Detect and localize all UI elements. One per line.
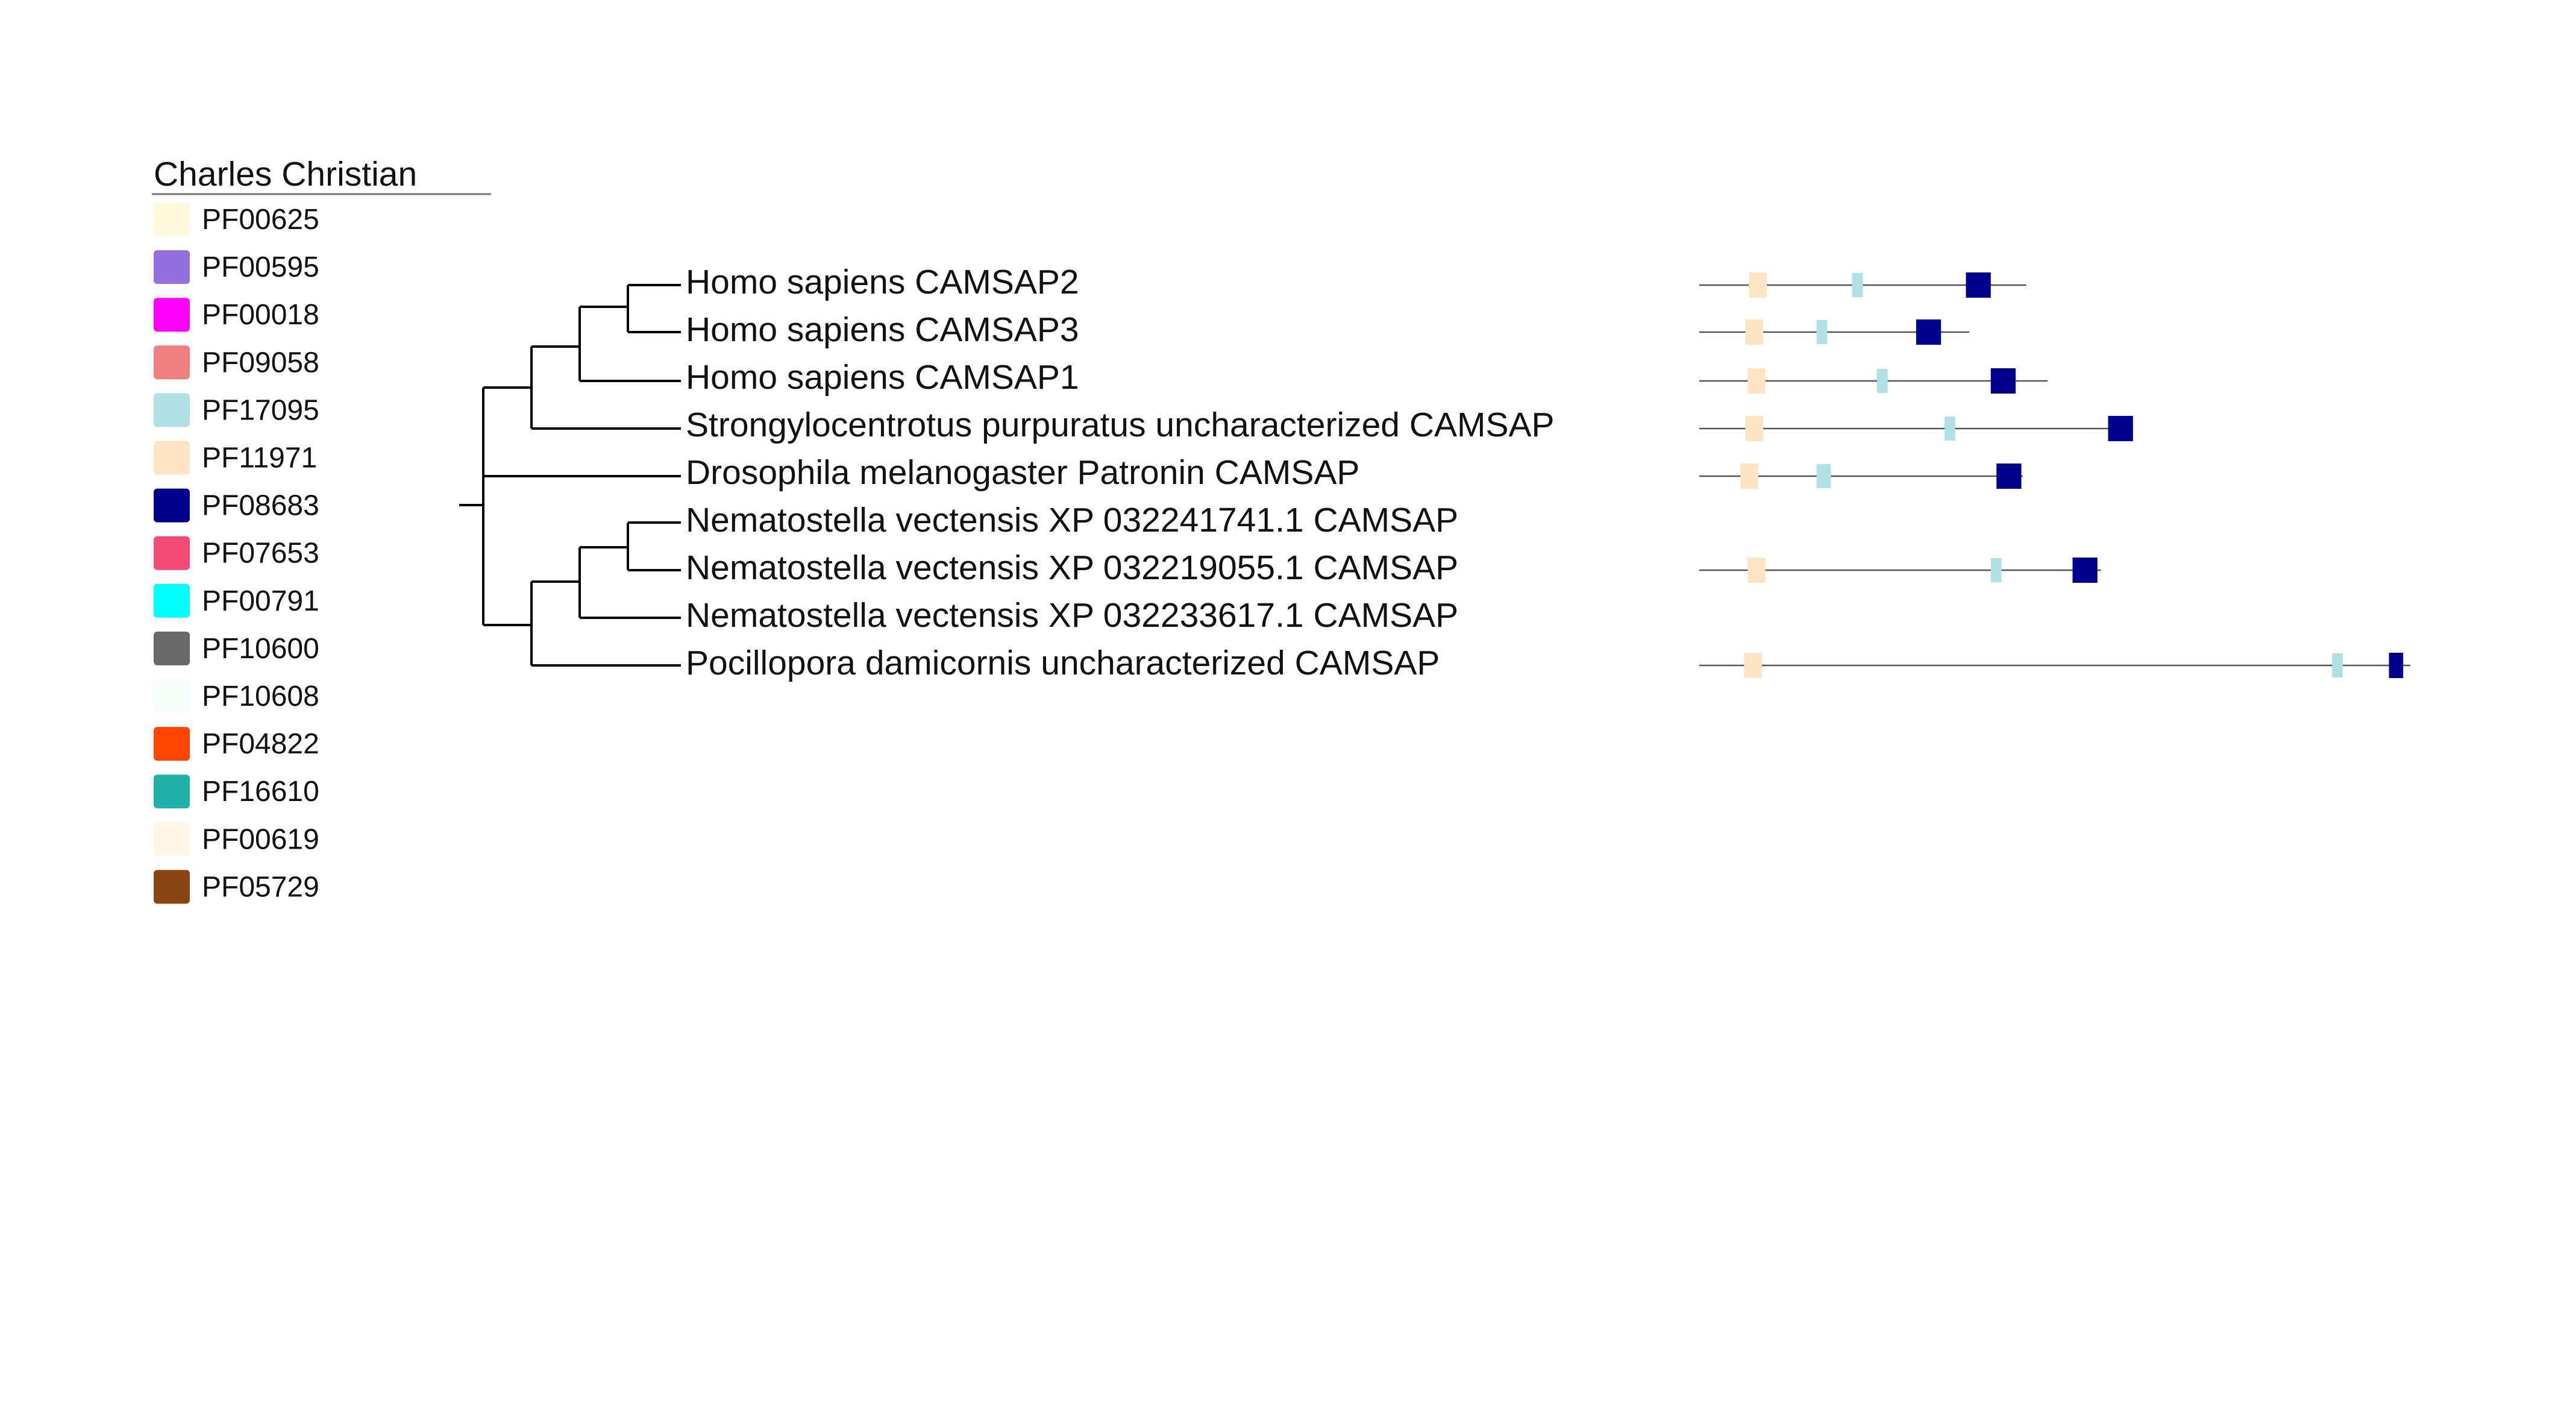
legend-swatch — [154, 488, 190, 523]
legend-label: PF05729 — [202, 871, 319, 903]
legend-label: PF09058 — [202, 347, 319, 379]
legend-item: PF00018 — [154, 298, 319, 332]
domain-pf11971 — [1749, 272, 1767, 298]
legend-label: PF11971 — [202, 442, 317, 474]
domain-pf11971 — [1747, 558, 1766, 583]
protein-track — [1699, 653, 2410, 678]
legend-item: PF00625 — [154, 203, 319, 236]
domain-architectures — [1699, 272, 2410, 678]
domain-pf17095 — [1990, 558, 2002, 582]
domain-pf11971 — [1744, 653, 1762, 678]
legend-label: PF00625 — [202, 204, 319, 236]
legend-swatch — [154, 631, 190, 665]
legend-swatch — [154, 203, 190, 236]
legend-swatch — [154, 822, 190, 856]
legend-swatch — [154, 775, 190, 809]
protein-track — [1699, 416, 2133, 441]
legend-item: PF05729 — [154, 870, 319, 904]
domain-pf08683 — [1990, 368, 2016, 394]
leaf-label: Strongylocentrotus purpuratus uncharacte… — [686, 406, 1555, 444]
legend-item: PF07653 — [154, 536, 319, 570]
legend-item: PF04822 — [154, 727, 319, 761]
legend-swatch — [154, 298, 190, 332]
legend-swatch — [154, 345, 190, 380]
legend-label: PF08683 — [202, 490, 319, 522]
legend-item: PF10608 — [154, 679, 319, 713]
legend: Charles Christian PF00625 PF00595 PF00018 P… — [152, 155, 491, 904]
domain-pf08683 — [1996, 463, 2022, 489]
legend-label: PF17095 — [202, 394, 319, 426]
leaf-label: Nematostella vectensis XP 032233617.1 CA… — [686, 596, 1458, 635]
legend-swatch — [154, 393, 190, 427]
leaf-label: Nematostella vectensis XP 032241741.1 CA… — [686, 501, 1458, 539]
legend-label: PF16610 — [202, 776, 319, 808]
domain-pf17095 — [1877, 369, 1888, 393]
legend-item: PF10600 — [154, 631, 319, 665]
leaf-label: Drosophila melanogaster Patronin CAMSAP — [686, 453, 1359, 492]
domain-pf08683 — [2108, 416, 2133, 441]
leaf-label: Homo sapiens CAMSAP3 — [686, 310, 1079, 349]
leaf-label: Homo sapiens CAMSAP2 — [686, 263, 1079, 301]
domain-pf11971 — [1745, 319, 1764, 345]
legend-item: PF00595 — [154, 250, 319, 284]
legend-label: PF00791 — [202, 585, 319, 617]
domain-pf17095 — [2332, 653, 2343, 677]
legend-label: PF07653 — [202, 538, 319, 570]
legend-swatch — [154, 536, 190, 570]
legend-item: PF16610 — [154, 775, 319, 809]
legend-swatch — [154, 250, 190, 284]
legend-label: PF00595 — [202, 251, 319, 283]
legend-item: PF09058 — [154, 345, 319, 380]
domain-pf11971 — [1745, 416, 1764, 441]
legend-item: PF11971 — [154, 441, 317, 475]
leaf-labels: Homo sapiens CAMSAP2 Homo sapiens CAMSAP… — [686, 263, 1555, 682]
protein-track — [1699, 319, 1970, 345]
legend-label: PF10600 — [202, 633, 319, 665]
domain-pf08683 — [1966, 272, 1991, 298]
domain-pf08683 — [2389, 653, 2404, 678]
domain-pf11971 — [1740, 463, 1758, 489]
domain-pf11971 — [1747, 368, 1766, 394]
legend-item: PF00791 — [154, 583, 319, 618]
protein-track — [1699, 368, 2048, 394]
legend-label: PF00018 — [202, 299, 319, 331]
legend-label: PF10608 — [202, 680, 319, 712]
leaf-label: Pocillopora damicornis uncharacterized C… — [686, 644, 1440, 682]
legend-swatch — [154, 679, 190, 713]
phylogenetic-tree — [459, 284, 681, 667]
legend-label: PF00619 — [202, 823, 319, 855]
legend-label: PF04822 — [202, 728, 319, 760]
legend-item: PF00619 — [154, 822, 319, 856]
protein-track — [1699, 463, 2023, 489]
domain-pf08683 — [1916, 319, 1941, 345]
legend-swatch — [154, 727, 190, 761]
legend-item: PF17095 — [154, 393, 319, 427]
legend-title: Charles Christian — [154, 155, 417, 193]
legend-swatch — [154, 441, 190, 475]
leaf-label: Homo sapiens CAMSAP1 — [686, 358, 1079, 397]
domain-pf17095 — [1852, 273, 1863, 297]
domain-pf17095 — [1816, 464, 1831, 488]
leaf-label: Nematostella vectensis XP 032219055.1 CA… — [686, 548, 1458, 587]
protein-track — [1699, 272, 2026, 298]
legend-swatch — [154, 583, 190, 618]
domain-pf08683 — [2072, 558, 2098, 583]
domain-pf17095 — [1945, 416, 1955, 441]
legend-swatch — [154, 870, 190, 904]
legend-item: PF08683 — [154, 488, 319, 523]
domain-pf17095 — [1816, 320, 1828, 344]
protein-track — [1699, 558, 2101, 583]
